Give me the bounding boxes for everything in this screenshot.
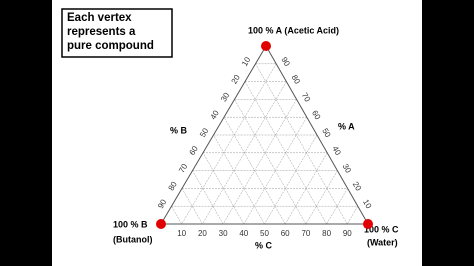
axis-label: % B bbox=[170, 125, 188, 135]
note-line: Each vertex bbox=[67, 12, 132, 24]
grid-line bbox=[347, 206, 359, 225]
vertex-label: (Water) bbox=[367, 237, 398, 247]
grid-line bbox=[222, 99, 297, 225]
note-line: pure compound bbox=[67, 40, 154, 52]
grid-line bbox=[243, 117, 308, 225]
tick-label: 90 bbox=[343, 229, 352, 238]
grid-line bbox=[244, 81, 327, 225]
axis-label: % C bbox=[255, 240, 273, 250]
tick-label: 20 bbox=[198, 229, 207, 238]
grid-line bbox=[326, 188, 348, 225]
grid-line bbox=[181, 188, 203, 225]
vertex-label: (Butanol) bbox=[113, 234, 153, 244]
grid-line bbox=[305, 170, 338, 225]
vertex-label: 100 % A (Acetic Acid) bbox=[248, 25, 339, 35]
note-line: represents a bbox=[67, 26, 136, 38]
grid-line bbox=[181, 63, 277, 225]
tick-label: 70 bbox=[301, 229, 310, 238]
grid-line bbox=[264, 134, 318, 225]
tick-label: 60 bbox=[281, 229, 290, 238]
tick-label: 10 bbox=[177, 229, 186, 238]
tick-label: 30 bbox=[219, 229, 228, 238]
vertex-label: 100 % B bbox=[113, 219, 148, 229]
grid-line bbox=[202, 152, 245, 225]
note-box bbox=[61, 8, 173, 58]
grid-line bbox=[171, 206, 182, 225]
triangle bbox=[160, 45, 369, 225]
tick-label: 80 bbox=[322, 229, 331, 238]
grid-line bbox=[213, 134, 265, 225]
vertex-label: 100 % C bbox=[364, 224, 399, 234]
vertex-dot bbox=[363, 219, 373, 229]
grid-line bbox=[284, 152, 328, 225]
grid-line bbox=[255, 63, 348, 225]
grid-line bbox=[202, 81, 287, 225]
axis-label: % A bbox=[338, 121, 355, 131]
vertex-dot bbox=[156, 219, 166, 229]
vertex-dot bbox=[261, 41, 271, 51]
tick-label: 50 bbox=[260, 229, 269, 238]
tick-label: 40 bbox=[239, 229, 248, 238]
grid-line bbox=[192, 170, 224, 225]
